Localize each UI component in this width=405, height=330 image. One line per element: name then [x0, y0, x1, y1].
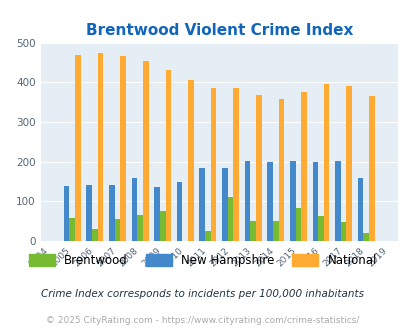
- Bar: [114, 219, 120, 241]
- Bar: [222, 168, 227, 241]
- Bar: [266, 162, 272, 241]
- Bar: [154, 187, 160, 241]
- Bar: [340, 222, 345, 241]
- Text: © 2025 CityRating.com - https://www.cityrating.com/crime-statistics/: © 2025 CityRating.com - https://www.city…: [46, 316, 359, 325]
- Bar: [244, 161, 250, 241]
- Bar: [64, 186, 69, 241]
- Bar: [86, 185, 92, 241]
- Title: Brentwood Violent Crime Index: Brentwood Violent Crime Index: [85, 22, 352, 38]
- Bar: [278, 99, 284, 241]
- Text: Crime Index corresponds to incidents per 100,000 inhabitants: Crime Index corresponds to incidents per…: [41, 289, 364, 299]
- Bar: [233, 88, 239, 241]
- Bar: [210, 88, 216, 241]
- Bar: [368, 96, 374, 241]
- Bar: [301, 92, 306, 241]
- Bar: [250, 221, 256, 241]
- Bar: [165, 70, 171, 241]
- Bar: [188, 80, 193, 241]
- Bar: [357, 178, 362, 241]
- Bar: [289, 161, 295, 241]
- Bar: [75, 55, 81, 241]
- Bar: [98, 53, 103, 241]
- Bar: [323, 84, 329, 241]
- Bar: [345, 86, 351, 241]
- Bar: [199, 168, 205, 241]
- Bar: [137, 215, 143, 241]
- Bar: [143, 61, 148, 241]
- Bar: [131, 178, 137, 241]
- Bar: [227, 197, 233, 241]
- Bar: [69, 218, 75, 241]
- Bar: [334, 161, 340, 241]
- Bar: [109, 185, 114, 241]
- Bar: [318, 216, 323, 241]
- Bar: [205, 231, 210, 241]
- Bar: [120, 56, 126, 241]
- Bar: [312, 162, 318, 241]
- Bar: [92, 229, 98, 241]
- Bar: [272, 221, 278, 241]
- Bar: [177, 182, 182, 241]
- Bar: [362, 233, 368, 241]
- Bar: [295, 208, 301, 241]
- Bar: [256, 95, 261, 241]
- Legend: Brentwood, New Hampshire, National: Brentwood, New Hampshire, National: [24, 249, 381, 272]
- Bar: [160, 211, 165, 241]
